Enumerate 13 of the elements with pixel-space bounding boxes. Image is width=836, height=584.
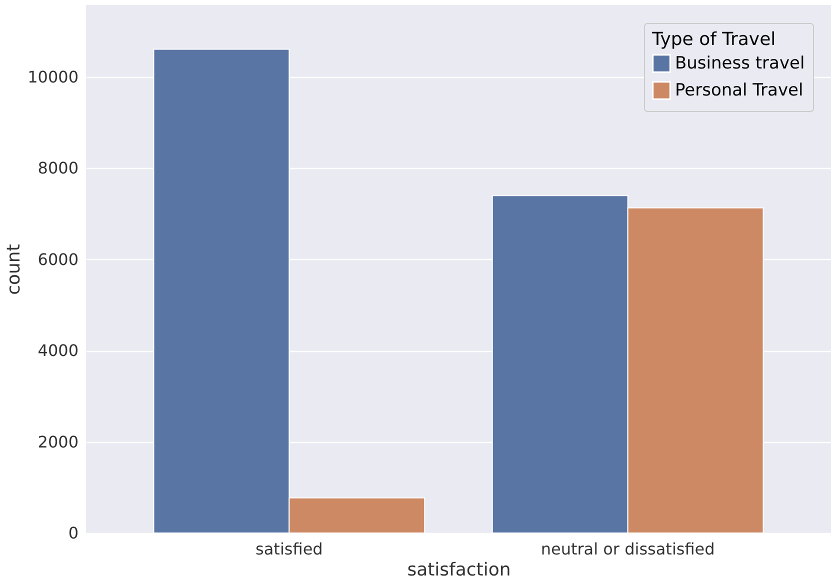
legend-label: Personal Travel <box>675 80 804 100</box>
y-tick-label: 8000 <box>38 158 78 178</box>
y-tick-label: 10000 <box>28 68 78 87</box>
legend-label: Business travel <box>675 54 805 74</box>
legend-title: Type of Travel <box>651 29 776 50</box>
x-axis-title: satisfaction <box>407 560 511 580</box>
y-tick-label: 4000 <box>38 341 78 360</box>
y-tick-label: 0 <box>68 524 78 542</box>
y-axis-title: count <box>4 244 25 295</box>
x-tick-label: satisfied <box>256 540 323 558</box>
x-tick-label: neutral or dissatisfied <box>540 540 715 558</box>
y-tick-label: 2000 <box>38 432 78 452</box>
y-tick-label: 6000 <box>38 250 78 269</box>
